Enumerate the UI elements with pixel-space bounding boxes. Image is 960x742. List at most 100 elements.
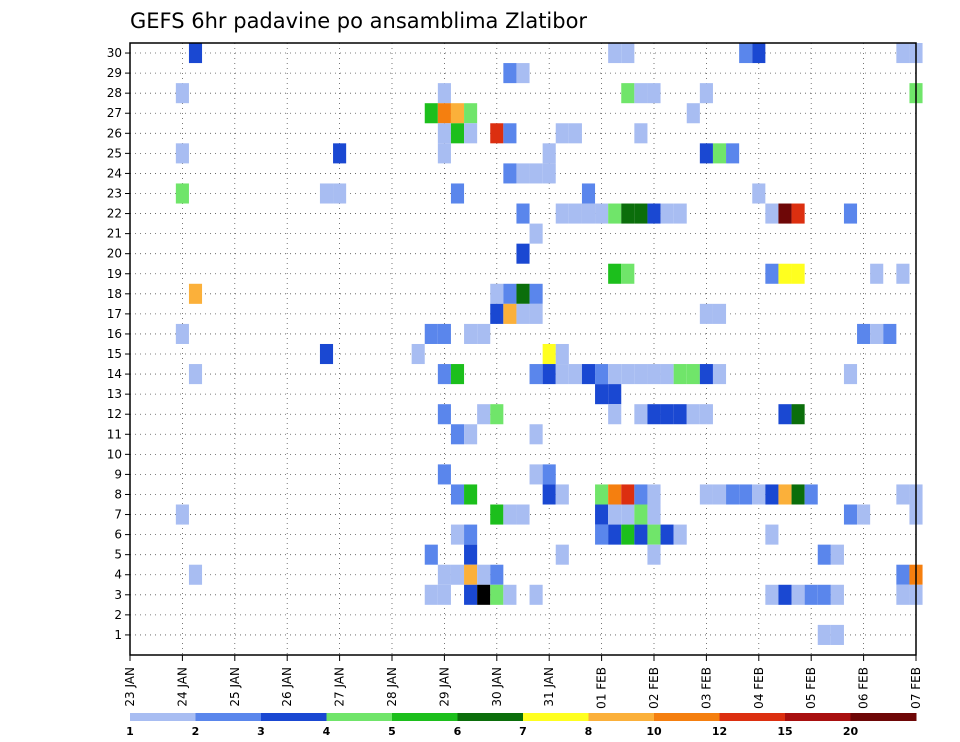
x-tick-label: 07 FEB <box>909 667 923 709</box>
colorbar-label: 8 <box>585 725 593 738</box>
y-tick-label: 3 <box>114 588 122 602</box>
heatmap-cell <box>765 203 779 224</box>
heatmap-cell <box>542 163 556 184</box>
heatmap-cell <box>542 364 556 385</box>
heatmap-cell <box>791 584 805 605</box>
y-tick-label: 16 <box>107 327 122 341</box>
colorbar-label: 2 <box>192 725 200 738</box>
heatmap-cell <box>437 123 451 144</box>
heatmap-cell <box>830 624 844 645</box>
heatmap-cell <box>608 43 622 64</box>
x-tick-label: 03 FEB <box>699 667 713 709</box>
heatmap-cell <box>464 323 478 344</box>
heatmap-cell <box>477 584 491 605</box>
heatmap-cell <box>686 364 700 385</box>
heatmap-cell <box>490 584 504 605</box>
heatmap-cell <box>621 364 635 385</box>
heatmap-cell <box>634 123 648 144</box>
heatmap-cell <box>870 263 884 284</box>
x-tick-label: 05 FEB <box>804 667 818 709</box>
colorbar-segment <box>588 713 655 721</box>
colorbar-label: 1 <box>126 725 134 738</box>
heatmap-cell <box>686 404 700 425</box>
heatmap-cell <box>424 584 438 605</box>
x-tick-label: 01 FEB <box>595 667 609 709</box>
heatmap-cell <box>542 464 556 485</box>
chart-title: GEFS 6hr padavine po ansamblima Zlatibor <box>130 9 587 33</box>
colorbar-label: 3 <box>257 725 265 738</box>
heatmap-cell <box>503 504 517 525</box>
heatmap-cell <box>424 323 438 344</box>
heatmap-cell <box>608 524 622 545</box>
heatmap-cell <box>424 544 438 565</box>
heatmap-cell <box>437 564 451 585</box>
heatmap-cell <box>477 323 491 344</box>
heatmap-cell <box>516 283 530 304</box>
heatmap-cell <box>516 163 530 184</box>
heatmap-cell <box>464 524 478 545</box>
heatmap-cell <box>529 303 543 324</box>
heatmap-cell <box>621 43 635 64</box>
heatmap-cell <box>188 564 203 585</box>
y-tick-label: 13 <box>107 387 122 401</box>
heatmap-cell <box>555 203 569 224</box>
heatmap-cell <box>464 103 478 124</box>
heatmap-cell <box>333 183 347 204</box>
heatmap-cell <box>581 183 596 204</box>
x-tick-label: 23 JAN <box>123 667 137 707</box>
heatmap-cell <box>634 203 648 224</box>
y-tick-label: 14 <box>107 367 122 381</box>
heatmap-cell <box>712 364 727 385</box>
x-tick-label: 02 FEB <box>647 667 661 709</box>
heatmap-cell <box>188 43 203 64</box>
colorbar-label: 7 <box>519 725 527 738</box>
heatmap-cell <box>175 183 189 204</box>
heatmap-cell <box>778 404 792 425</box>
heatmap-cell <box>437 364 451 385</box>
heatmap-cell <box>450 484 465 505</box>
heatmap-cell <box>712 143 727 164</box>
heatmap-cell <box>188 283 203 304</box>
heatmap-cell <box>516 243 530 264</box>
heatmap-cell <box>516 303 530 324</box>
heatmap-cell <box>647 203 661 224</box>
heatmap-cell <box>699 484 713 505</box>
x-tick-label: 27 JAN <box>333 667 347 707</box>
heatmap-cell <box>464 123 478 144</box>
heatmap-cell <box>857 504 871 525</box>
heatmap-cell <box>542 143 556 164</box>
heatmap-cell <box>712 484 727 505</box>
heatmap-cell <box>424 103 438 124</box>
heatmap-cell <box>739 43 753 64</box>
heatmap-cell <box>778 263 792 284</box>
heatmap-cell <box>595 504 609 525</box>
heatmap-cell <box>581 364 596 385</box>
heatmap-cell <box>621 263 635 284</box>
heatmap-cell <box>608 384 622 405</box>
heatmap-cell <box>595 203 609 224</box>
heatmap-cell <box>817 544 831 565</box>
heatmap-cell <box>765 263 779 284</box>
heatmap-cell <box>896 263 910 284</box>
heatmap-cell <box>437 143 451 164</box>
heatmap-cell <box>490 504 504 525</box>
heatmap-cell <box>857 323 871 344</box>
y-tick-label: 25 <box>107 146 122 160</box>
heatmap-cell <box>437 404 451 425</box>
heatmap-cell <box>608 484 622 505</box>
y-tick-label: 19 <box>107 267 122 281</box>
y-tick-label: 6 <box>114 528 122 542</box>
heatmap-cell <box>699 83 713 104</box>
heatmap-cell <box>791 203 805 224</box>
colorbar: 1 2 3 4 5 6 7 8 10 12 15 20 <box>126 713 917 738</box>
y-tick-label: 4 <box>114 568 122 582</box>
y-tick-label: 12 <box>107 407 122 421</box>
x-axis: 23 JAN 24 JAN 25 JAN 26 JAN 27 JAN 28 JAN 29 J… <box>123 655 923 709</box>
heatmap-cell <box>896 43 910 64</box>
heatmap-cell <box>529 424 543 445</box>
colorbar-segment <box>850 713 917 721</box>
heatmap-cell <box>843 504 858 525</box>
heatmap-cell <box>699 303 713 324</box>
heatmap-cell <box>477 564 491 585</box>
